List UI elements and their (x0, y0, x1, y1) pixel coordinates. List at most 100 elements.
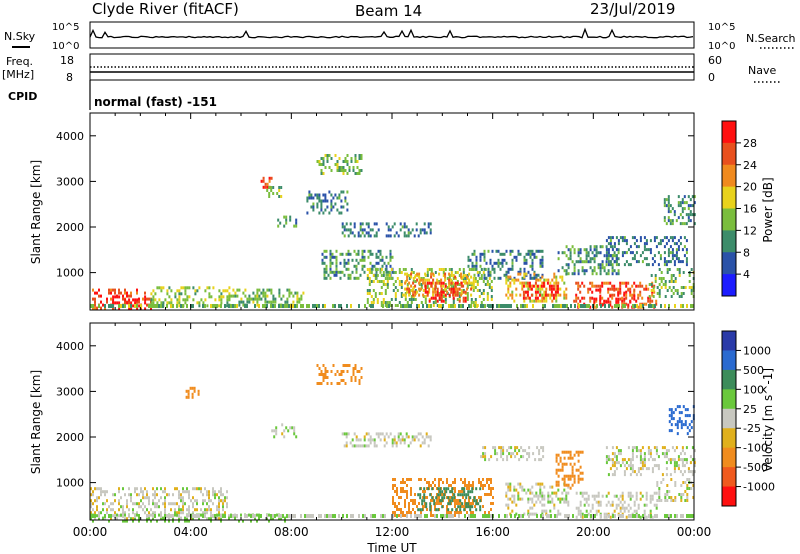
data-cell (482, 478, 484, 481)
data-cell (475, 508, 478, 512)
data-cell (434, 508, 436, 511)
data-cell (359, 258, 362, 262)
data-cell (490, 508, 492, 511)
data-cell (160, 514, 162, 518)
data-cell (595, 512, 598, 516)
data-cell (90, 487, 92, 491)
data-cell (650, 289, 653, 292)
data-cell (519, 272, 522, 276)
data-cell (432, 499, 434, 502)
data-cell (541, 275, 544, 279)
noise-tick-top-right: 10^5 (708, 22, 735, 33)
data-cell (607, 269, 610, 273)
data-cell (280, 297, 283, 301)
data-cell (197, 389, 200, 393)
data-cell (338, 157, 341, 160)
data-cell (680, 420, 683, 424)
data-cell (579, 477, 582, 481)
data-cell (458, 499, 460, 502)
data-cell (401, 435, 404, 439)
data-cell (631, 452, 634, 456)
data-cell (519, 482, 522, 486)
data-cell (561, 465, 564, 469)
data-cell (212, 493, 214, 497)
data-cell (691, 195, 694, 199)
data-cell (176, 289, 179, 293)
data-cell (258, 514, 260, 518)
data-cell (601, 284, 604, 288)
data-cell (480, 455, 483, 459)
data-cell (613, 269, 616, 273)
data-cell (142, 490, 144, 494)
data-cell (298, 297, 301, 301)
data-cell (340, 190, 343, 194)
data-cell (332, 514, 334, 518)
data-cell (677, 201, 680, 205)
data-cell (126, 294, 128, 298)
data-cell (419, 228, 422, 232)
data-cell (627, 303, 630, 307)
noise-tick-bottom-right: 10^0 (708, 41, 735, 52)
data-cell (124, 493, 126, 497)
data-cell (206, 490, 208, 494)
data-cell (491, 249, 494, 253)
data-cell (569, 474, 572, 478)
data-cell (565, 450, 568, 454)
data-cell (343, 261, 346, 265)
data-cell (172, 304, 174, 308)
data-cell (613, 461, 616, 465)
data-cell (621, 491, 624, 495)
data-cell (198, 514, 200, 518)
data-cell (363, 264, 366, 268)
data-cell (665, 198, 668, 202)
data-cell (128, 304, 130, 308)
data-cell (357, 231, 360, 235)
data-cell (475, 258, 478, 262)
data-cell (549, 509, 552, 513)
data-cell (430, 281, 433, 285)
data-cell (657, 455, 660, 459)
data-cell (639, 515, 642, 519)
data-cell (537, 497, 540, 501)
data-cell (615, 458, 618, 462)
data-cell (665, 455, 668, 459)
data-cell (478, 277, 481, 280)
data-cell (656, 499, 659, 502)
data-cell (359, 225, 362, 229)
data-cell (434, 478, 436, 481)
data-cell (391, 270, 394, 274)
data-cell (296, 300, 299, 304)
data-cell (198, 304, 201, 308)
data-cell (272, 297, 275, 301)
data-cell (126, 301, 129, 305)
data-cell (222, 514, 224, 518)
data-cell (541, 491, 544, 495)
data-cell (98, 294, 100, 298)
data-cell (176, 304, 178, 308)
data-cell (366, 277, 369, 280)
data-cell (480, 484, 482, 487)
data-cell (625, 467, 628, 471)
data-cell (176, 301, 179, 305)
data-cell (423, 231, 426, 235)
data-cell (542, 514, 544, 518)
data-cell (497, 261, 500, 265)
data-cell (283, 429, 286, 433)
data-cell (589, 299, 592, 303)
data-cell (226, 295, 229, 299)
data-cell (406, 304, 408, 308)
data-cell (363, 234, 366, 238)
data-cell (482, 280, 485, 283)
data-cell (214, 496, 216, 500)
data-cell (335, 255, 338, 259)
data-cell (406, 496, 408, 499)
data-cell (323, 261, 326, 265)
data-cell (160, 304, 162, 308)
data-cell (385, 264, 388, 268)
data-cell (289, 218, 292, 222)
data-cell (422, 281, 425, 285)
data-cell (140, 304, 142, 308)
data-cell (426, 286, 429, 289)
data-cell (627, 281, 630, 285)
data-cell (414, 284, 417, 288)
